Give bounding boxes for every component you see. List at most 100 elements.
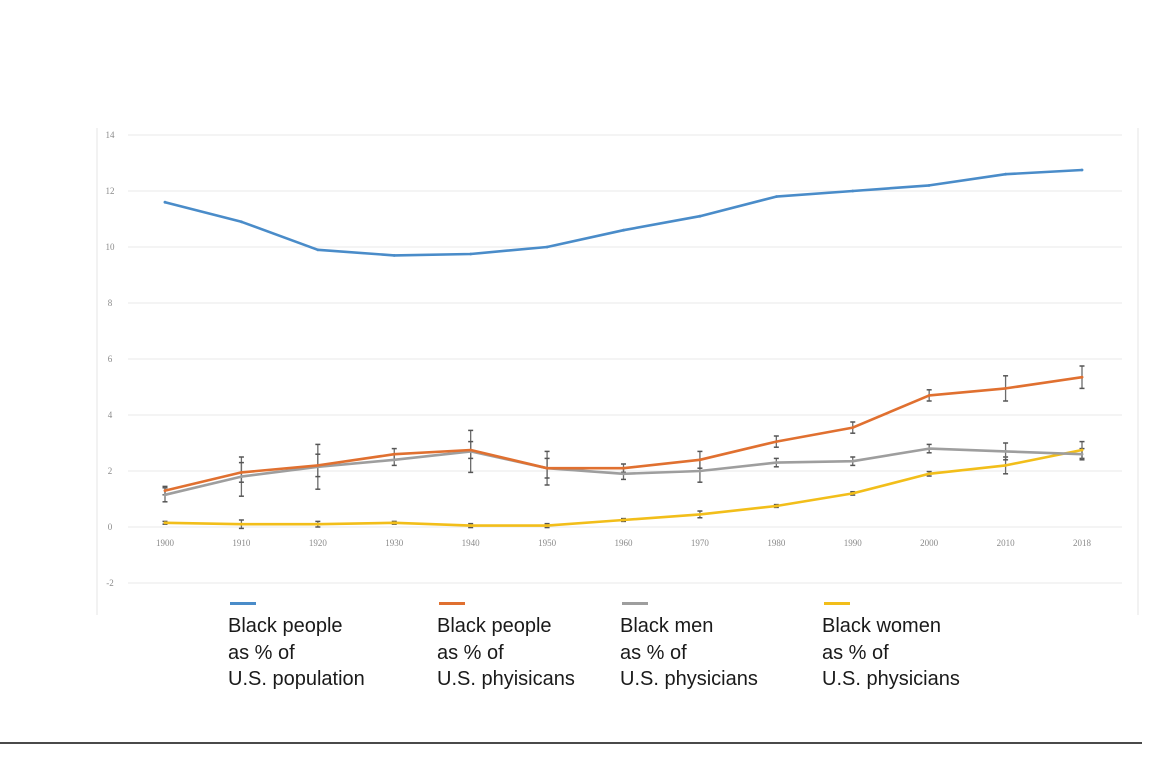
x-tick-label: 1940	[462, 538, 481, 548]
data-point	[240, 220, 243, 224]
data-point	[698, 513, 702, 516]
x-tick-label: 1920	[309, 538, 328, 548]
series-line-black-people-as-of-u-s-population	[163, 168, 1084, 257]
x-axis-ticks: 1900 1910 1920 1930 1940 1950 1960 1970 1980 1990…	[156, 538, 1092, 548]
data-point	[1080, 168, 1084, 172]
data-point	[698, 458, 702, 462]
legend-label-line: U.S. physicians	[620, 668, 758, 690]
data-point	[163, 493, 167, 497]
data-point	[1080, 375, 1084, 379]
y-tick-label: 10	[106, 242, 116, 252]
bottom-divider	[0, 742, 1142, 744]
y-axis-ticks: -2 0 2 4 6 8 10 12 14	[106, 130, 116, 588]
x-tick-label: 1950	[538, 538, 557, 548]
data-point	[392, 521, 396, 525]
data-point	[1004, 172, 1007, 176]
x-tick-label: 1930	[385, 538, 404, 548]
data-point	[1080, 448, 1084, 452]
legend-swatch-blue	[230, 602, 256, 605]
data-point	[774, 195, 778, 199]
legend-label-line: Black men	[620, 615, 714, 637]
data-point	[392, 452, 396, 456]
legend-label-line: U.S. population	[228, 668, 365, 690]
data-point	[163, 521, 167, 525]
y-tick-label: 14	[106, 130, 116, 140]
x-tick-label: 2000	[920, 538, 939, 548]
data-point	[774, 440, 778, 443]
data-point	[469, 524, 473, 527]
data-point	[851, 189, 855, 193]
data-point	[163, 200, 167, 204]
y-tick-label: 2	[108, 466, 113, 476]
data-point	[163, 489, 167, 492]
legend-label-line: U.S. phyisicans	[437, 668, 575, 690]
y-tick-label: 12	[106, 186, 115, 196]
data-point	[1080, 452, 1084, 456]
data-point	[1004, 450, 1007, 453]
error-bars	[162, 365, 1085, 530]
data-point	[392, 254, 396, 257]
data-point	[545, 245, 549, 249]
legend-label-line: Black people	[437, 615, 552, 637]
legend-label-line: Black people	[228, 615, 343, 637]
data-point	[851, 459, 855, 463]
x-tick-label: 2018	[1073, 538, 1092, 548]
legend-item-us-population: Black people as % of U.S. population	[228, 602, 365, 693]
data-point	[622, 472, 625, 476]
y-tick-label: 6	[108, 354, 113, 364]
data-point	[698, 469, 702, 473]
data-point	[622, 228, 625, 232]
y-tick-label: 8	[108, 298, 113, 308]
legend-swatch-orange	[439, 602, 465, 605]
data-point	[545, 466, 549, 470]
data-point	[469, 252, 473, 256]
legend-item-black-women: Black women as % of U.S. physicians	[822, 602, 960, 693]
data-point	[927, 394, 931, 397]
data-point	[316, 464, 320, 467]
x-tick-label: 1960	[615, 538, 634, 548]
data-point	[927, 472, 931, 476]
x-tick-label: 2010	[997, 538, 1016, 548]
data-point	[851, 426, 855, 429]
series-line-black-women-as-of-u-s-physicians	[163, 448, 1084, 527]
legend-label-line: Black women	[822, 615, 941, 637]
y-tick-label: 4	[108, 410, 113, 420]
data-point	[622, 466, 625, 470]
legend-item-us-physicians: Black people as % of U.S. phyisicans	[437, 602, 575, 693]
legend-label-line: U.S. physicians	[822, 668, 960, 690]
x-tick-label: 1910	[232, 538, 251, 548]
legend-label-line: as % of	[620, 641, 687, 664]
x-tick-label: 1970	[691, 538, 710, 548]
data-point	[240, 471, 243, 474]
data-point	[545, 524, 549, 527]
x-tick-label: 1990	[844, 538, 863, 548]
data-point	[851, 492, 855, 495]
data-point	[240, 475, 243, 478]
legend-swatch-yellow	[824, 602, 850, 605]
data-point	[774, 461, 778, 464]
data-point	[316, 522, 320, 526]
data-point	[469, 448, 473, 452]
gridlines	[128, 134, 1122, 584]
y-tick-label: -2	[106, 578, 114, 588]
data-point	[1004, 464, 1007, 467]
data-point	[927, 447, 931, 450]
series-lines	[163, 168, 1084, 527]
data-point	[622, 518, 625, 522]
data-point	[392, 458, 396, 462]
legend-swatch-gray	[622, 602, 648, 605]
legend-label-line: as % of	[228, 641, 295, 664]
data-point	[240, 522, 243, 526]
data-point	[698, 214, 702, 218]
data-point	[774, 504, 778, 508]
y-tick-label: 0	[108, 522, 113, 532]
data-point	[1004, 387, 1007, 390]
legend-label-line: as % of	[822, 641, 889, 664]
x-tick-label: 1900	[156, 538, 175, 548]
data-point	[927, 184, 931, 187]
legend-item-black-men: Black men as % of U.S. physicians	[620, 602, 758, 693]
data-point	[316, 248, 320, 252]
legend-label-line: as % of	[437, 641, 504, 664]
x-tick-label: 1980	[767, 538, 786, 548]
